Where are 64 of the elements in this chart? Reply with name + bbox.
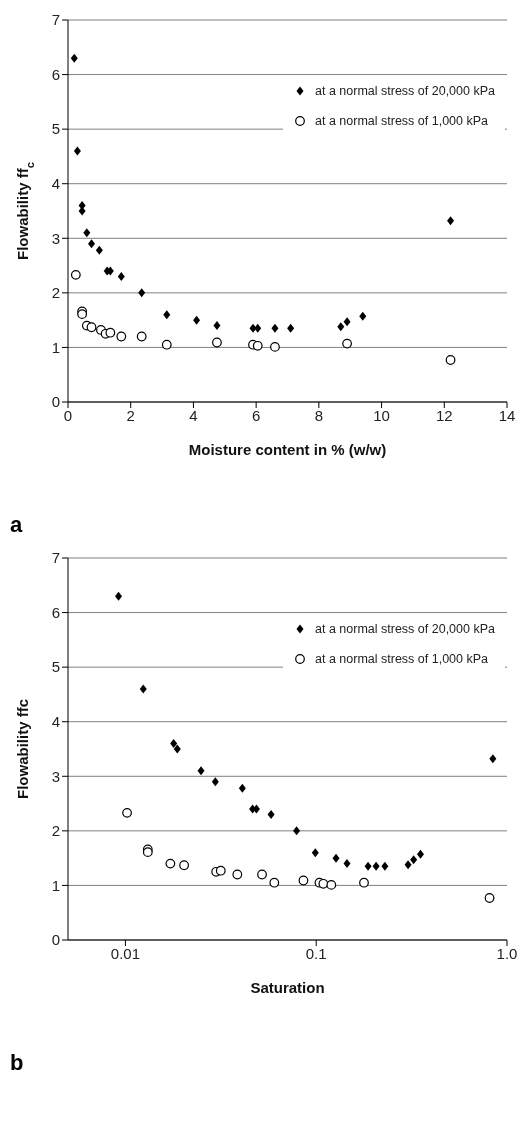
y-tick-label: 3: [51, 767, 60, 785]
point: [343, 317, 351, 327]
text: a: [10, 512, 24, 538]
point: [161, 339, 172, 350]
point: [95, 245, 103, 255]
y-axis-title: Flowability ffc: [14, 698, 31, 800]
y-tick-label: 1: [51, 338, 60, 356]
point: [163, 310, 171, 320]
point: [83, 228, 91, 238]
point: [337, 322, 345, 332]
y-tick-label: 5: [51, 120, 60, 138]
point: [70, 53, 78, 63]
x-tick-label: 0.1: [305, 944, 327, 962]
y-tick-label: 3: [51, 229, 60, 247]
y-tick-label: 2: [51, 284, 60, 302]
x-tick-label: 4: [189, 406, 198, 424]
point: [88, 239, 96, 249]
y-tick-label: 4: [51, 713, 60, 731]
x-tick-label: 2: [126, 406, 135, 424]
x-tick-label: 0.01: [110, 944, 141, 962]
x-tick-label: 0: [63, 406, 73, 424]
point: [86, 322, 97, 333]
x-tick-label: 1.0: [496, 944, 518, 962]
point: [213, 321, 221, 331]
point: [254, 323, 262, 333]
x-tick-label: 14: [498, 406, 516, 424]
x-tick-label: 8: [314, 406, 324, 424]
point: [271, 323, 279, 333]
point: [136, 331, 147, 342]
x-tick-label: 6: [251, 406, 261, 424]
y-tick-label: 2: [51, 822, 60, 840]
legend-label: at a normal stress of 1,000 kPa: [315, 652, 489, 666]
point: [105, 327, 116, 338]
point: [73, 146, 81, 156]
legend-label: at a normal stress of 20,000 kPa: [315, 84, 495, 98]
y-tick-label: 6: [51, 65, 60, 83]
point: [447, 216, 455, 226]
point: [116, 331, 127, 342]
point: [445, 355, 456, 365]
y-tick-label: 1: [51, 876, 60, 894]
y-tick-label: 0: [51, 393, 60, 411]
point: [193, 315, 201, 325]
y-tick-label: 7: [51, 11, 60, 29]
point: [212, 337, 222, 348]
point: [287, 323, 295, 333]
y-tick-label: 6: [51, 603, 60, 621]
y-tick-label: 5: [51, 658, 60, 676]
point: [138, 288, 146, 298]
y-tick-label: 0: [51, 931, 60, 949]
y-tick-label: 4: [51, 175, 60, 193]
x-axis-title: Moisture content in % (w/w): [188, 441, 387, 458]
point: [117, 271, 125, 281]
x-tick-label: 10: [373, 406, 390, 424]
text: b: [10, 1050, 25, 1076]
legend-label: at a normal stress of 1,000 kPa: [315, 114, 489, 128]
x-tick-label: 12: [435, 406, 453, 424]
y-tick-label: 7: [51, 549, 60, 567]
x-axis-title: Saturation: [250, 979, 325, 996]
legend-label: at a normal stress of 20,000 kPa: [315, 622, 495, 636]
point: [359, 311, 367, 321]
point: [270, 341, 280, 352]
point: [252, 340, 263, 351]
point: [342, 338, 352, 349]
point: [70, 269, 81, 280]
